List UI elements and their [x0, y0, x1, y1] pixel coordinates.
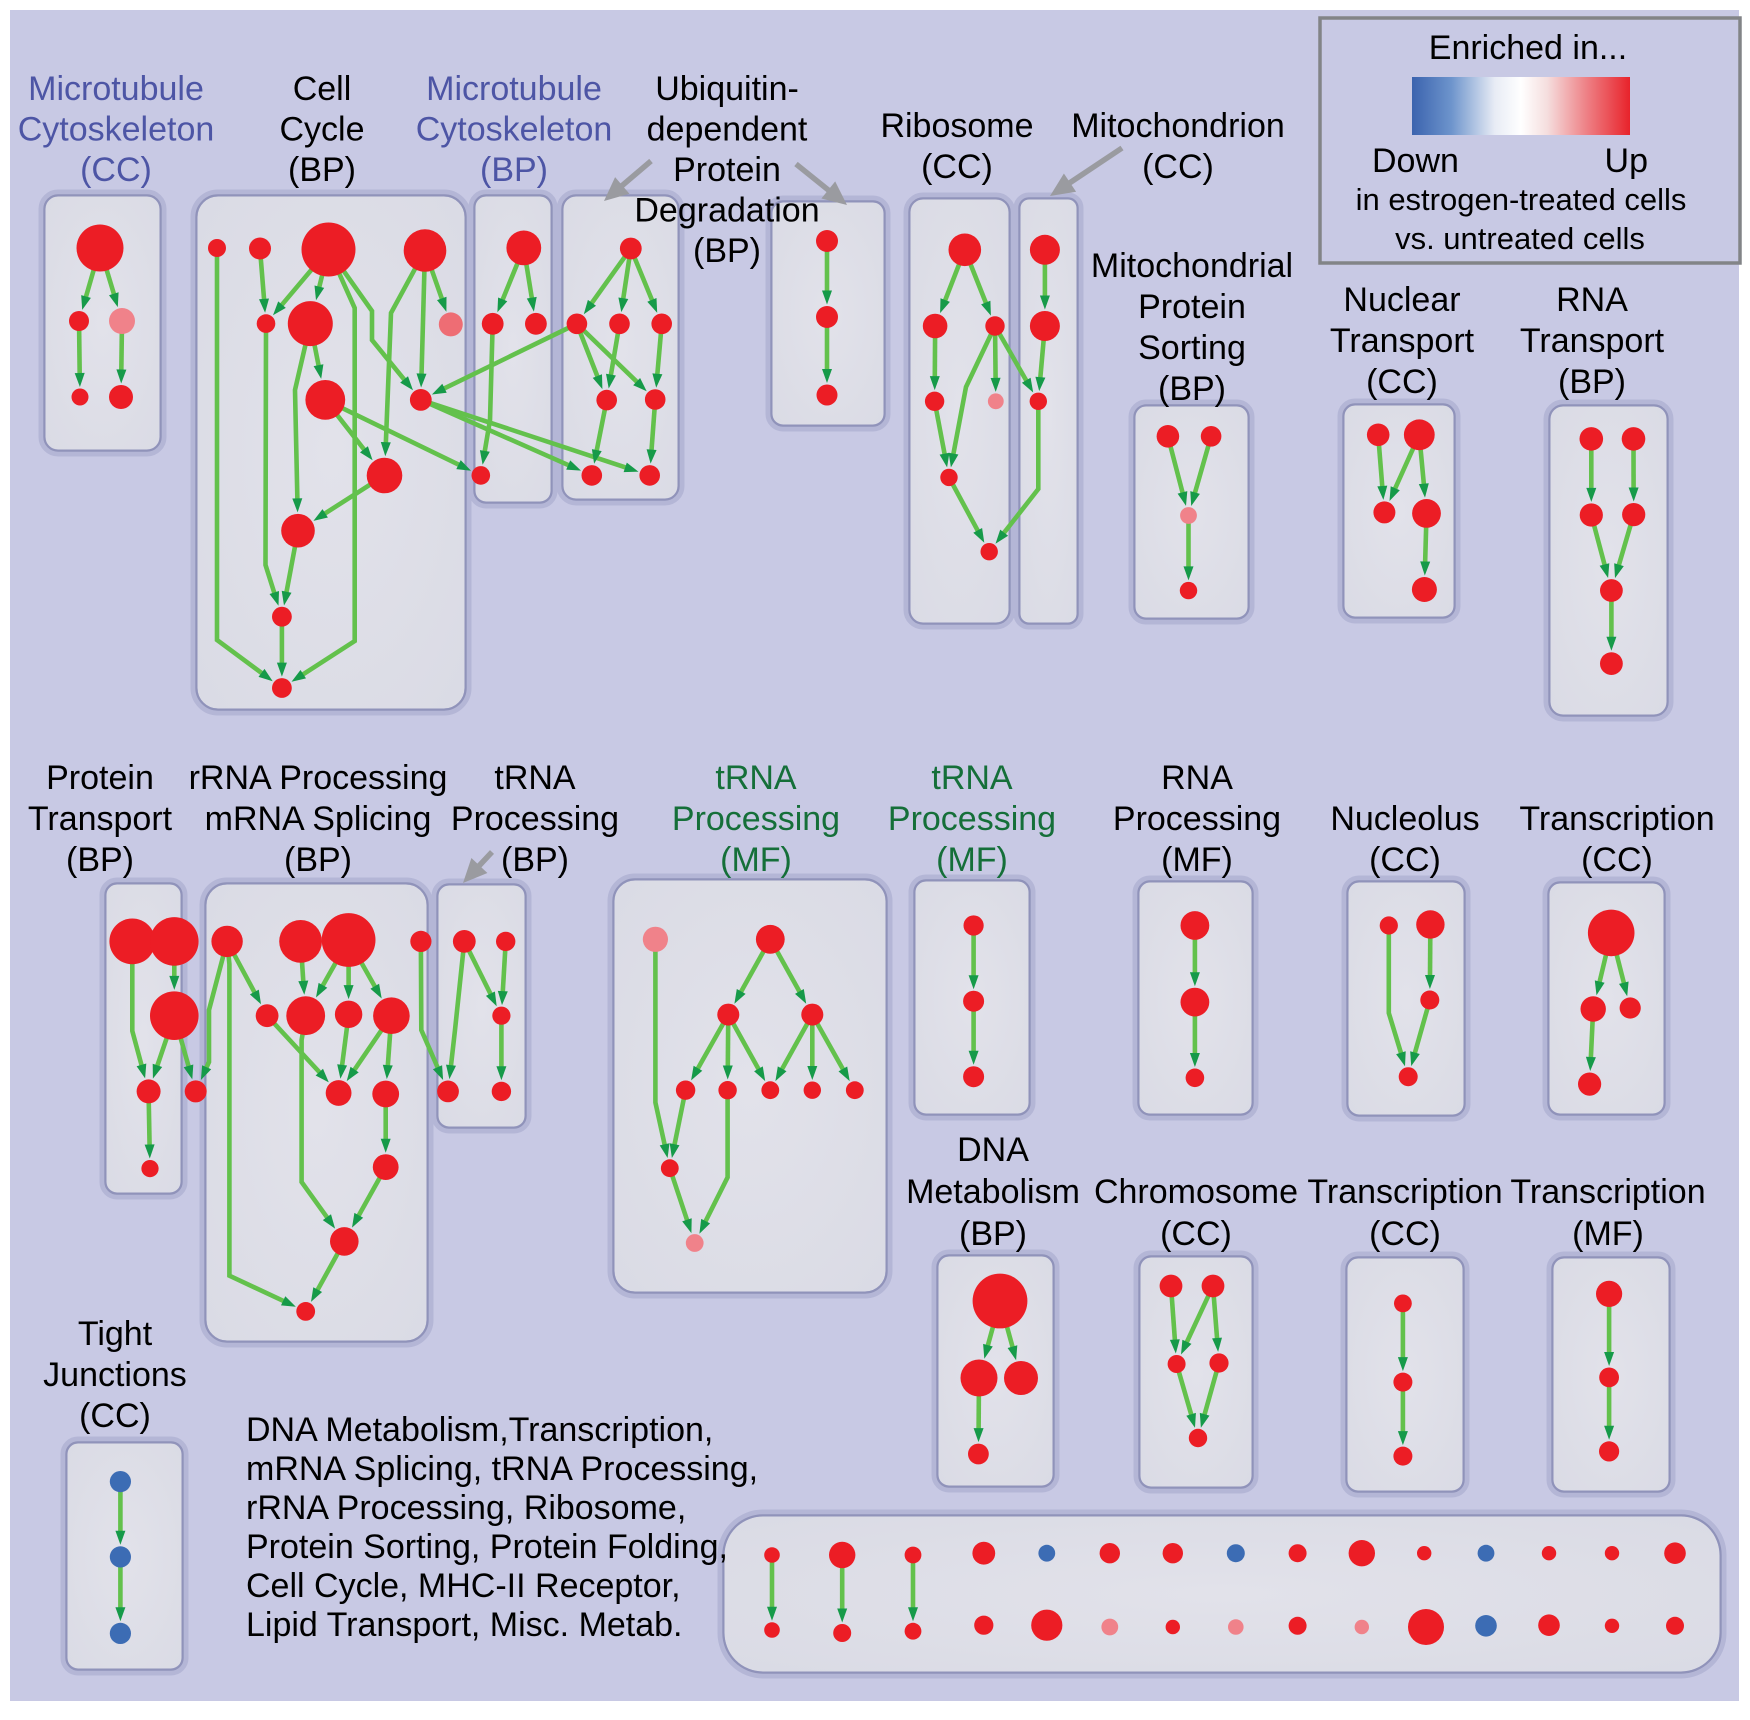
- svg-text:Protein: Protein: [1138, 288, 1246, 326]
- svg-text:(BP): (BP): [1558, 363, 1626, 401]
- svg-text:Degradation: Degradation: [634, 192, 819, 230]
- svg-text:(MF): (MF): [720, 841, 792, 879]
- svg-text:(CC): (CC): [1160, 1215, 1232, 1253]
- svg-text:(CC): (CC): [1369, 1215, 1441, 1253]
- svg-text:Transcription: Transcription: [1510, 1173, 1705, 1211]
- svg-text:Cytoskeleton: Cytoskeleton: [416, 111, 613, 149]
- svg-text:Transcription: Transcription: [1519, 800, 1714, 838]
- svg-text:(BP): (BP): [284, 841, 352, 879]
- svg-text:(CC): (CC): [80, 151, 152, 189]
- svg-text:(MF): (MF): [936, 841, 1008, 879]
- svg-text:(BP): (BP): [693, 232, 761, 270]
- svg-text:rRNA Processing: rRNA Processing: [189, 759, 448, 797]
- svg-text:Mitochondrion: Mitochondrion: [1071, 107, 1285, 145]
- svg-text:(BP): (BP): [66, 841, 134, 879]
- svg-text:Protein: Protein: [46, 759, 154, 797]
- svg-text:Microtubule: Microtubule: [426, 70, 602, 108]
- svg-text:in estrogen-treated cells: in estrogen-treated cells: [1356, 182, 1687, 217]
- svg-text:tRNA: tRNA: [494, 759, 576, 797]
- svg-text:Tight: Tight: [78, 1315, 153, 1353]
- svg-text:rRNA Processing, Ribosome,: rRNA Processing, Ribosome,: [246, 1489, 686, 1527]
- svg-text:(CC): (CC): [1366, 363, 1438, 401]
- svg-text:Cycle: Cycle: [279, 111, 364, 149]
- svg-text:Processing: Processing: [451, 800, 619, 838]
- svg-text:mRNA Splicing, tRNA Processing: mRNA Splicing, tRNA Processing,: [246, 1450, 758, 1488]
- svg-text:(CC): (CC): [1581, 841, 1653, 879]
- svg-text:Sorting: Sorting: [1138, 329, 1246, 367]
- svg-text:Transport: Transport: [1520, 322, 1665, 360]
- svg-text:Enriched in...: Enriched in...: [1429, 29, 1627, 67]
- svg-text:(CC): (CC): [79, 1397, 151, 1435]
- svg-text:Lipid Transport, Misc. Metab.: Lipid Transport, Misc. Metab.: [246, 1606, 683, 1644]
- svg-text:Mitochondrial: Mitochondrial: [1091, 247, 1293, 285]
- svg-text:Transport: Transport: [28, 800, 173, 838]
- svg-text:dependent: dependent: [647, 111, 808, 149]
- svg-text:Chromosome: Chromosome: [1094, 1173, 1298, 1211]
- svg-text:(BP): (BP): [959, 1215, 1027, 1253]
- svg-text:(MF): (MF): [1161, 841, 1233, 879]
- svg-text:(BP): (BP): [501, 841, 569, 879]
- svg-text:Transport: Transport: [1330, 322, 1475, 360]
- svg-text:Nucleolus: Nucleolus: [1330, 800, 1479, 838]
- svg-text:Junctions: Junctions: [43, 1356, 187, 1394]
- svg-text:Cell Cycle, MHC-II Receptor,: Cell Cycle, MHC-II Receptor,: [246, 1567, 681, 1605]
- svg-text:Nuclear: Nuclear: [1343, 281, 1460, 319]
- svg-text:(BP): (BP): [288, 151, 356, 189]
- svg-text:(CC): (CC): [1142, 148, 1214, 186]
- svg-text:Protein Sorting, Protein Foldi: Protein Sorting, Protein Folding,: [246, 1528, 728, 1566]
- svg-text:DNA: DNA: [957, 1131, 1029, 1169]
- svg-text:RNA: RNA: [1161, 759, 1233, 797]
- svg-text:Protein: Protein: [673, 151, 781, 189]
- svg-text:DNA Metabolism,Transcription,: DNA Metabolism,Transcription,: [246, 1411, 713, 1449]
- svg-text:Ribosome: Ribosome: [880, 107, 1033, 145]
- svg-text:Microtubule: Microtubule: [28, 70, 204, 108]
- svg-text:Down: Down: [1372, 142, 1459, 180]
- svg-text:mRNA Splicing: mRNA Splicing: [205, 800, 432, 838]
- svg-text:(BP): (BP): [1158, 370, 1226, 408]
- svg-text:Cytoskeleton: Cytoskeleton: [18, 111, 215, 149]
- svg-text:Transcription: Transcription: [1307, 1173, 1502, 1211]
- svg-text:tRNA: tRNA: [715, 759, 797, 797]
- svg-text:Processing: Processing: [888, 800, 1056, 838]
- svg-text:Processing: Processing: [672, 800, 840, 838]
- svg-text:tRNA: tRNA: [931, 759, 1013, 797]
- svg-text:(BP): (BP): [480, 151, 548, 189]
- svg-text:(CC): (CC): [921, 148, 993, 186]
- svg-text:RNA: RNA: [1556, 281, 1628, 319]
- svg-text:(CC): (CC): [1369, 841, 1441, 879]
- svg-text:Metabolism: Metabolism: [906, 1173, 1080, 1211]
- svg-text:Processing: Processing: [1113, 800, 1281, 838]
- svg-text:vs. untreated cells: vs. untreated cells: [1395, 221, 1645, 256]
- svg-text:Cell: Cell: [293, 70, 352, 108]
- svg-text:Ubiquitin-: Ubiquitin-: [655, 70, 799, 108]
- svg-text:Up: Up: [1605, 142, 1648, 180]
- svg-text:(MF): (MF): [1572, 1215, 1644, 1253]
